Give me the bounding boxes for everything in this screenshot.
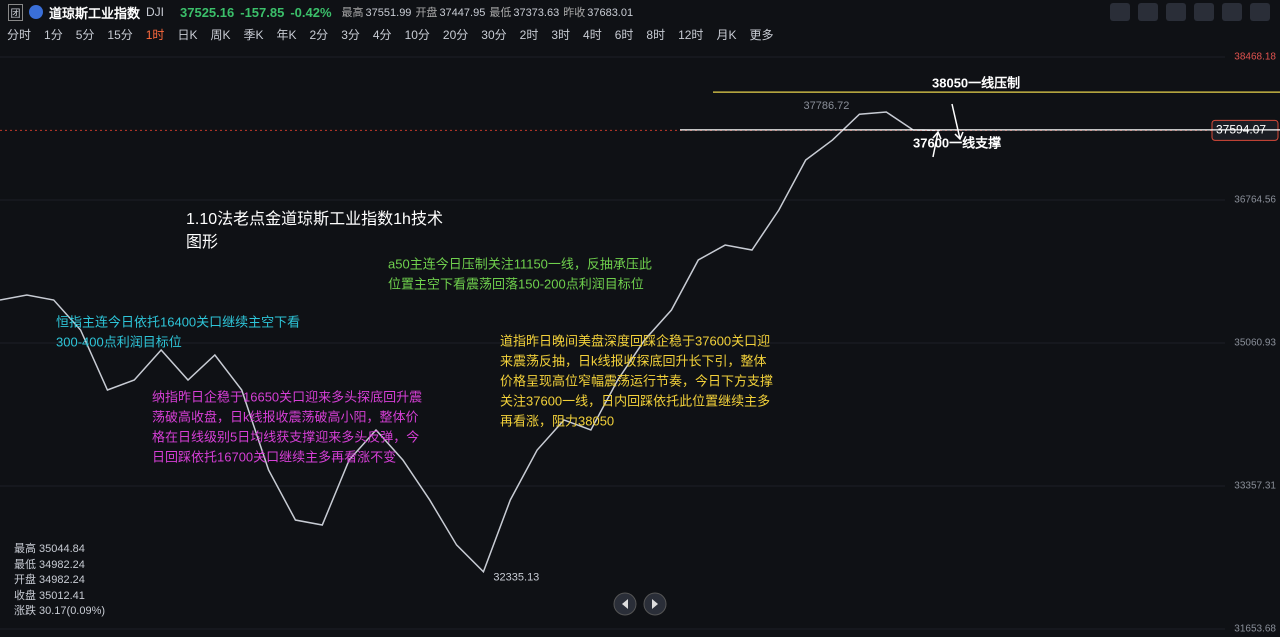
info-label: 收盘 <box>14 589 36 602</box>
annotation-text: 道指昨日晚间美盘深度回踩企稳于37600关口迎 <box>500 333 770 348</box>
price-line <box>0 111 941 574</box>
interval-button[interactable]: 4时 <box>583 27 602 42</box>
annotation-text: 来震荡反抽，日k线报收探底回升长下引，整体 <box>500 353 767 368</box>
interval-button[interactable]: 月K <box>716 27 737 42</box>
info-value: 35044.84 <box>39 543 85 555</box>
interval-button[interactable]: 2分 <box>309 27 329 42</box>
tools <box>1110 3 1270 21</box>
low-label: 32335.13 <box>493 572 539 584</box>
info-label: 最低 <box>14 558 36 571</box>
annotation-text: 日回踩依托16700关口继续主多再看涨不变 <box>152 449 396 464</box>
interval-button[interactable]: 日K <box>177 27 198 42</box>
interval-button[interactable]: 8时 <box>646 27 666 42</box>
arrow <box>951 103 964 141</box>
stat-label: 最低 <box>489 7 512 19</box>
annotation-text: 荡破高收盘，日k线报收震荡破高小阳，整体价 <box>152 409 419 424</box>
info-value: 34982.24 <box>39 558 85 571</box>
annotation-text: a50主连今日压制关注11150一线，反抽承压此 <box>388 256 652 271</box>
interval-button[interactable]: 1分 <box>44 27 63 42</box>
interval-button[interactable]: 年K <box>276 27 297 42</box>
info-value: 35012.41 <box>39 589 85 602</box>
annotation-text: 纳指昨日企稳于16650关口迎来多头探底回升震 <box>152 389 422 404</box>
interval-button[interactable]: 季K <box>243 27 264 42</box>
info-value: 30.17(0.09%) <box>39 605 106 617</box>
interval-button[interactable]: 6时 <box>614 27 634 42</box>
change: -157.85 <box>240 4 285 20</box>
ohlc-info: 最高 35044.84 最低 34982.24 开盘 34982.24 收盘 35012.41… <box>14 542 105 620</box>
interval-bar: 分时 1分 5分 15分 1时 日K 周K 季K 年K 2分 3分 4分 10分 20分 30分 2时 3时 4时… <box>0 24 1280 44</box>
interval-button[interactable]: 15分 <box>107 27 133 42</box>
info-row: 最低 34982.24 <box>14 558 105 574</box>
annotation-text: 恒指主连今日依托16400关口继续主空下看 <box>56 314 300 329</box>
stat-value: 37683.01 <box>587 7 634 19</box>
change-pct: -0.42% <box>290 4 332 20</box>
stat-value: 37373.63 <box>513 7 560 19</box>
stats: 最高 37551.99 开盘 37447.95 最低 37373.63 昨收 37683.01 <box>338 4 634 20</box>
annotation-text: 再看涨，阻力38050 <box>500 413 614 428</box>
info-label: 最高 <box>14 543 36 555</box>
annotation-text: 1.10法老点金道琼斯工业指数1h技术 <box>186 210 443 228</box>
chart: 38468.18 36764.56 35060.93 33357.31 31653.68… <box>0 52 1280 635</box>
interval-button[interactable]: 3时 <box>551 27 571 42</box>
interval-button[interactable]: 5分 <box>75 27 95 42</box>
tool-button[interactable] <box>1166 3 1186 21</box>
high-label: 37786.72 <box>804 100 850 112</box>
tool-button[interactable] <box>1222 3 1242 21</box>
interval-button[interactable]: 1时 <box>145 27 165 42</box>
tool-button[interactable] <box>1138 3 1158 21</box>
stat-value: 37447.95 <box>439 7 486 19</box>
tool-button[interactable] <box>1250 3 1270 21</box>
tool-button[interactable] <box>1194 3 1214 21</box>
info-value: 34982.24 <box>39 574 85 586</box>
info-row: 开盘 34982.24 <box>14 573 105 589</box>
symbol-code[interactable]: DJI <box>146 5 165 19</box>
y-tick-label: 36764.56 <box>1234 195 1276 206</box>
interval-button[interactable]: 30分 <box>481 27 507 42</box>
interval-button[interactable]: 4分 <box>372 27 392 42</box>
tool-button[interactable] <box>1110 3 1130 21</box>
interval-button[interactable]: 3分 <box>341 27 360 42</box>
interval-button[interactable]: 10分 <box>404 27 430 42</box>
interval-button[interactable]: 更多 <box>749 27 774 42</box>
interval-button[interactable]: 周K <box>210 27 231 42</box>
icon[interactable]: 团 <box>8 3 23 21</box>
annotation-text: 格在日线级别5日均线获支撑迎来多头反弹，今 <box>152 429 419 444</box>
interval-button[interactable]: 分时 <box>7 27 32 42</box>
y-tick-label: 35060.93 <box>1234 338 1276 349</box>
y-tick-label: 33357.31 <box>1234 481 1276 492</box>
arrow <box>932 130 942 158</box>
annotation-text: 价格呈现高位窄幅震荡运行节奏，今日下方支撑 <box>500 373 773 388</box>
info-row: 收盘 35012.41 <box>14 589 105 605</box>
nav-icon <box>622 599 628 609</box>
interval-button[interactable]: 12时 <box>678 27 704 42</box>
support-label: 37600一线支撑 <box>913 135 1001 150</box>
y-tick-label: 38468.18 <box>1234 52 1276 63</box>
info-row: 涨跌 30.17(0.09%) <box>14 604 105 620</box>
annotation-text: 图形 <box>186 233 218 251</box>
info-row: 最高 35044.84 <box>14 542 105 558</box>
annotation-text: 300-400点利润目标位 <box>56 334 182 349</box>
stat-label: 最高 <box>341 7 364 19</box>
stat-value: 37551.99 <box>365 7 412 19</box>
interval-button[interactable]: 20分 <box>442 27 469 42</box>
info-label: 开盘 <box>14 574 36 586</box>
interval-button[interactable]: 2时 <box>519 27 539 42</box>
resistance-label: 38050一线压制 <box>932 76 1020 91</box>
y-tick-label: 31653.68 <box>1234 624 1276 635</box>
nav-icon <box>652 599 658 609</box>
last-price: 37525.16 <box>180 4 235 20</box>
stat-label: 昨收 <box>563 7 586 19</box>
stat-label: 开盘 <box>415 7 438 19</box>
annotation-text: 位置主空下看震荡回落150-200点利润目标位 <box>388 276 644 291</box>
symbol-name: 道琼斯工业指数 <box>49 5 141 21</box>
header: 团 道琼斯工业指数 DJI 37525.16 -157.85 -0.42% 最高… <box>0 0 1280 24</box>
annotation-text: 关注37600一线，日内回踩依托此位置继续主多 <box>500 393 770 408</box>
logo <box>29 5 43 19</box>
info-label: 涨跌 <box>14 605 36 617</box>
